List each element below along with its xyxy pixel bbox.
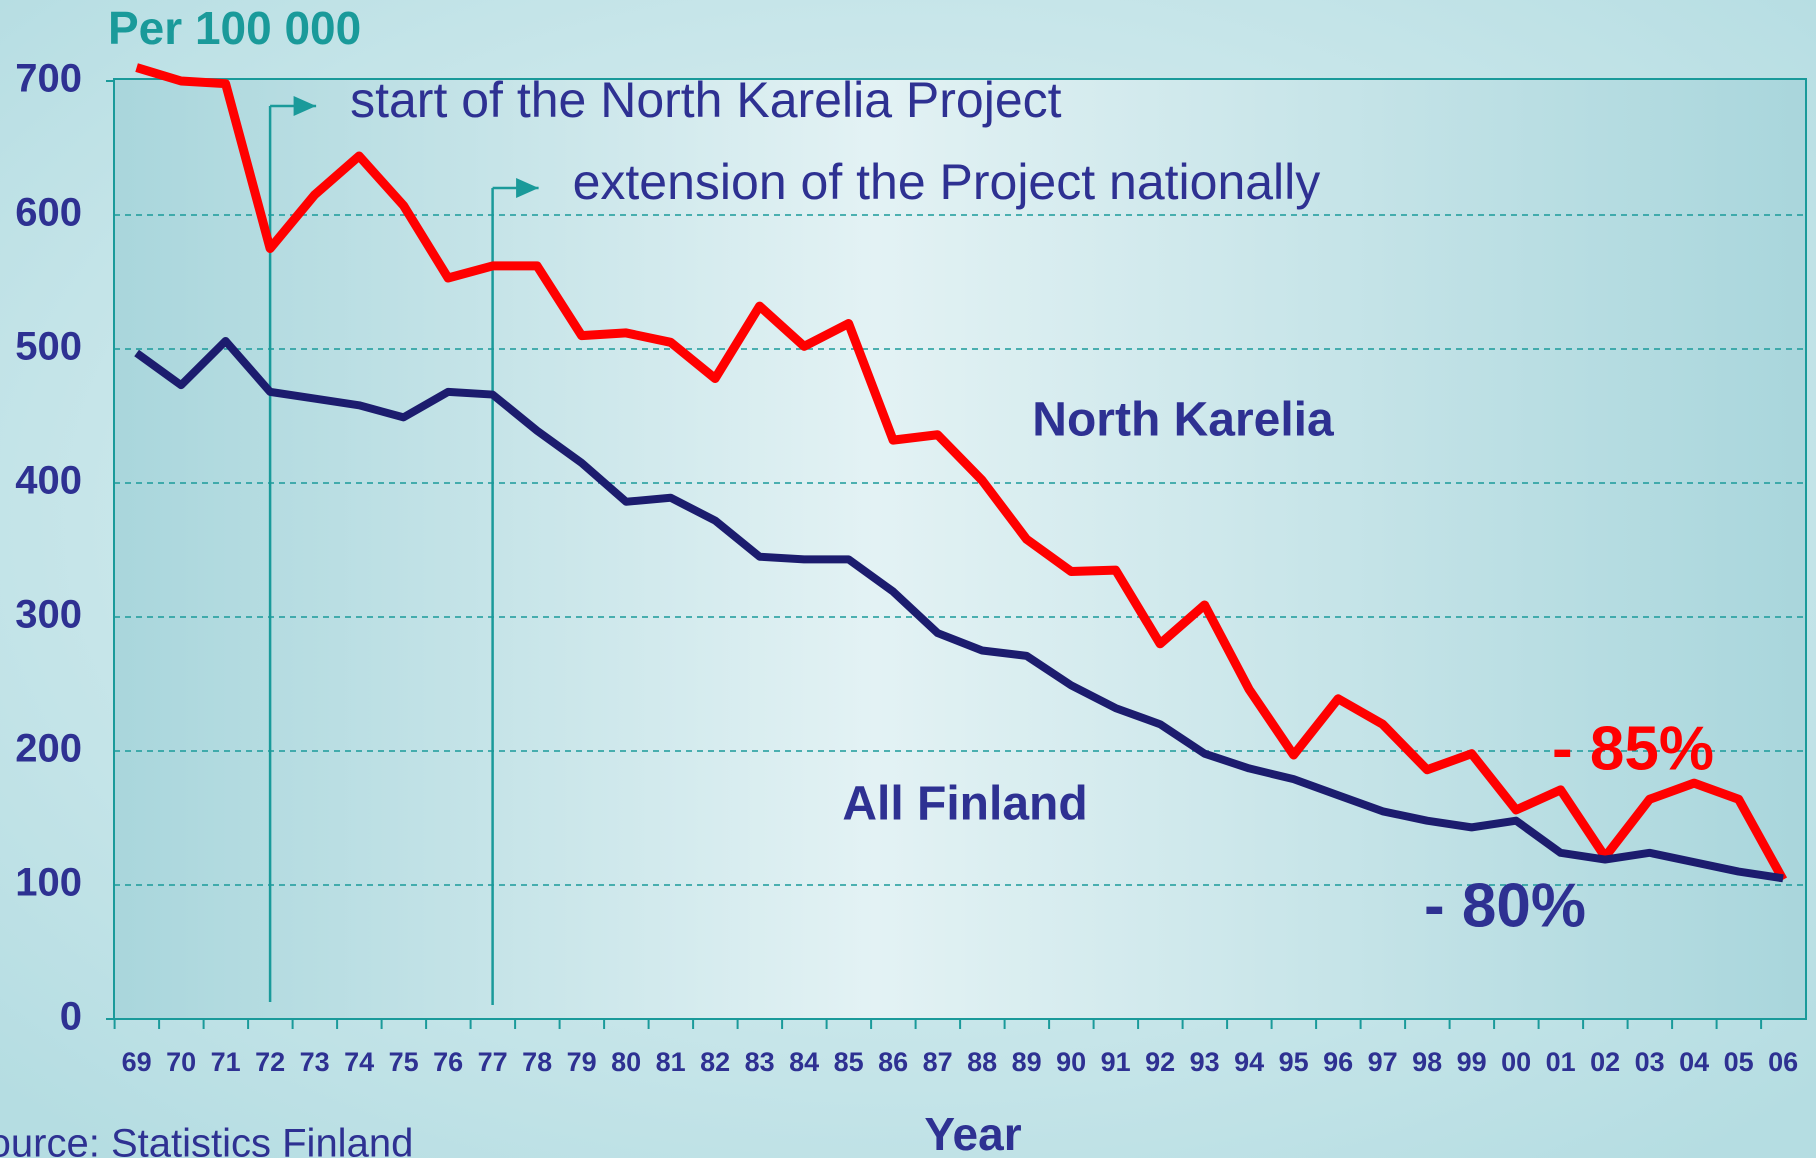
source: Source: Statistics Finland	[0, 1122, 413, 1158]
x-tick-label: 04	[1679, 1047, 1709, 1077]
x-tick-label: 77	[478, 1047, 508, 1077]
x-tick-label: 74	[344, 1047, 374, 1077]
y-tick-label: 600	[15, 191, 82, 235]
x-tick-label: 79	[567, 1047, 597, 1077]
x-tick-label: 85	[834, 1047, 864, 1077]
x-tick-label: 78	[522, 1047, 552, 1077]
y-tick-label: 500	[15, 325, 82, 369]
x-tick-label: 03	[1635, 1047, 1665, 1077]
x-tick-label: 84	[789, 1047, 819, 1077]
change-label: - 80%	[1424, 871, 1586, 940]
annotation-text: start of the North Karelia Project	[350, 72, 1062, 128]
y-tick-label: 0	[60, 995, 82, 1039]
annotation-text: extension of the Project nationally	[573, 154, 1321, 210]
y-tick-label: 200	[15, 727, 82, 771]
x-tick-label: 00	[1501, 1047, 1531, 1077]
series-label: All Finland	[842, 778, 1087, 831]
y-tick-label: 100	[15, 861, 82, 905]
x-tick-label: 97	[1368, 1047, 1398, 1077]
x-tick-label: 76	[433, 1047, 463, 1077]
x-tick-label: 75	[389, 1047, 419, 1077]
x-tick-label: 06	[1768, 1047, 1798, 1077]
plot-area	[113, 78, 1807, 1020]
x-tick-label: 73	[300, 1047, 330, 1077]
x-tick-label: 86	[878, 1047, 908, 1077]
x-tick-label: 91	[1101, 1047, 1131, 1077]
x-axis-label: Year	[924, 1108, 1021, 1158]
x-tick-label: 89	[1012, 1047, 1042, 1077]
x-tick-label: 93	[1190, 1047, 1220, 1077]
x-tick-label: 72	[255, 1047, 285, 1077]
x-tick-label: 81	[656, 1047, 686, 1077]
x-tick-label: 95	[1279, 1047, 1309, 1077]
x-tick-label: 71	[211, 1047, 241, 1077]
series-line	[135, 63, 1788, 882]
change-label: - 85%	[1552, 714, 1714, 783]
x-tick-label: 96	[1323, 1047, 1353, 1077]
x-tick-label: 99	[1457, 1047, 1487, 1077]
x-tick-label: 80	[611, 1047, 641, 1077]
x-tick-label: 69	[122, 1047, 152, 1077]
x-tick-label: 90	[1056, 1047, 1086, 1077]
x-tick-label: 05	[1724, 1047, 1754, 1077]
x-tick-label: 70	[166, 1047, 196, 1077]
series-label: North Karelia	[1032, 394, 1334, 447]
x-tick-label: 94	[1234, 1047, 1264, 1077]
x-tick-label: 88	[967, 1047, 997, 1077]
x-tick-label: 82	[700, 1047, 730, 1077]
y-tick-label: 700	[15, 57, 82, 101]
x-tick-label: 98	[1412, 1047, 1442, 1077]
series-line	[134, 336, 1784, 883]
y-tick-label: 300	[15, 593, 82, 637]
y-tick-label: 400	[15, 459, 82, 503]
x-tick-label: 87	[923, 1047, 953, 1077]
x-tick-label: 92	[1145, 1047, 1175, 1077]
x-tick-label: 02	[1590, 1047, 1620, 1077]
x-tick-label: 83	[745, 1047, 775, 1077]
x-tick-label: 01	[1546, 1047, 1576, 1077]
chart-title: Per 100 000	[108, 2, 361, 54]
